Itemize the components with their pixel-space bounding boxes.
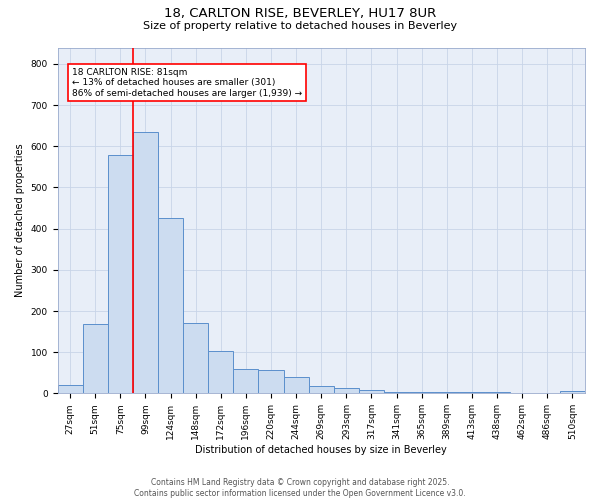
Bar: [158, 218, 183, 394]
Text: 18, CARLTON RISE, BEVERLEY, HU17 8UR: 18, CARLTON RISE, BEVERLEY, HU17 8UR: [164, 8, 436, 20]
Bar: [359, 390, 384, 394]
Bar: [309, 386, 334, 394]
Text: Size of property relative to detached houses in Beverley: Size of property relative to detached ho…: [143, 21, 457, 31]
Text: 18 CARLTON RISE: 81sqm
← 13% of detached houses are smaller (301)
86% of semi-de: 18 CARLTON RISE: 81sqm ← 13% of detached…: [72, 68, 302, 98]
Bar: [535, 392, 560, 394]
Bar: [133, 132, 158, 394]
Bar: [509, 392, 535, 394]
Bar: [183, 324, 208, 394]
Bar: [284, 377, 309, 394]
X-axis label: Distribution of detached houses by size in Beverley: Distribution of detached houses by size …: [196, 445, 447, 455]
Bar: [409, 392, 434, 394]
Bar: [83, 324, 108, 394]
Bar: [434, 392, 460, 394]
Bar: [233, 368, 259, 394]
Bar: [384, 392, 409, 394]
Bar: [108, 154, 133, 394]
Bar: [560, 391, 585, 394]
Y-axis label: Number of detached properties: Number of detached properties: [15, 144, 25, 297]
Bar: [460, 392, 485, 394]
Bar: [208, 351, 233, 394]
Bar: [259, 370, 284, 394]
Bar: [58, 385, 83, 394]
Bar: [334, 388, 359, 394]
Text: Contains HM Land Registry data © Crown copyright and database right 2025.
Contai: Contains HM Land Registry data © Crown c…: [134, 478, 466, 498]
Bar: [485, 392, 509, 394]
